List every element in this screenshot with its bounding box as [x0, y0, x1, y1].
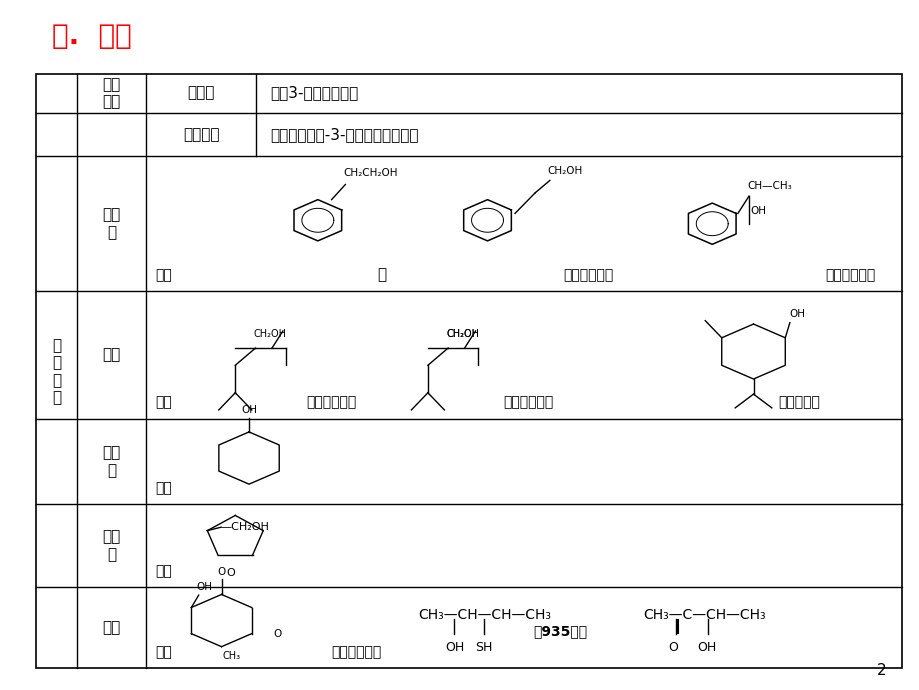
Text: 如：3-辛醇、月桂醇: 如：3-辛醇、月桂醇: [270, 86, 358, 101]
Text: 、: 、: [377, 268, 386, 282]
Text: 如：: 如：: [155, 645, 172, 659]
Text: 如：: 如：: [155, 268, 172, 282]
Text: 不饱和醇: 不饱和醇: [183, 127, 220, 142]
Text: CH₃: CH₃: [222, 651, 241, 661]
Text: O: O: [667, 641, 677, 654]
Text: CH₃—CH—CH—CH₃: CH₃—CH—CH—CH₃: [418, 608, 551, 622]
Text: OH: OH: [789, 308, 804, 319]
Text: OH: OH: [445, 641, 464, 654]
Text: 如：: 如：: [155, 395, 172, 410]
Text: OH: OH: [750, 206, 766, 217]
Text: O: O: [273, 629, 281, 639]
Text: OH: OH: [241, 405, 256, 415]
Text: （苏合香醇）: （苏合香醇）: [824, 268, 875, 282]
Text: CH₂CH₂OH: CH₂CH₂OH: [343, 168, 398, 177]
Text: 如：叶醇（顺-3-己烯醇）（青香）: 如：叶醇（顺-3-己烯醇）（青香）: [270, 127, 418, 142]
Text: 杂环
醇: 杂环 醇: [102, 529, 120, 562]
Text: CH₂OH: CH₂OH: [446, 329, 479, 339]
Text: SH: SH: [474, 641, 492, 654]
Text: （薄荷醇）: （薄荷醇）: [777, 395, 820, 410]
Text: 其它: 其它: [102, 620, 120, 635]
Text: （香叶醇）、: （香叶醇）、: [306, 395, 357, 410]
Text: CH₃—C—CH—CH₃: CH₃—C—CH—CH₃: [642, 608, 766, 622]
Text: 如：: 如：: [155, 482, 172, 495]
Text: CH₂OH: CH₂OH: [547, 166, 582, 175]
Text: （935）、: （935）、: [533, 624, 587, 638]
Text: （麦芽酚）、: （麦芽酚）、: [331, 645, 381, 659]
Text: CH₂OH: CH₂OH: [254, 329, 287, 339]
Text: 芳香
醇: 芳香 醇: [102, 208, 120, 240]
Text: 萜醇: 萜醇: [102, 348, 120, 362]
Text: 2: 2: [876, 663, 886, 678]
Text: 醇
类
香
料: 醇 类 香 料: [51, 338, 61, 405]
Text: O: O: [217, 566, 225, 577]
Text: 脂肪
族醇: 脂肪 族醇: [102, 77, 120, 109]
Text: OH: OH: [697, 641, 716, 654]
Text: CH₂OH: CH₂OH: [446, 329, 479, 339]
Text: O: O: [226, 568, 235, 578]
Text: 如：: 如：: [155, 564, 172, 578]
Text: （肉桂醇）、: （肉桂醇）、: [562, 268, 613, 282]
Text: 饱和醇: 饱和醇: [187, 86, 215, 101]
Text: OH: OH: [197, 582, 212, 593]
Text: 脂环
醇: 脂环 醇: [102, 445, 120, 477]
Text: （橙花醇）、: （橙花醇）、: [503, 395, 553, 410]
Text: —CH₂OH: —CH₂OH: [220, 522, 268, 532]
Text: 二.  分类: 二. 分类: [51, 22, 131, 50]
Text: CH—CH₃: CH—CH₃: [746, 181, 791, 190]
